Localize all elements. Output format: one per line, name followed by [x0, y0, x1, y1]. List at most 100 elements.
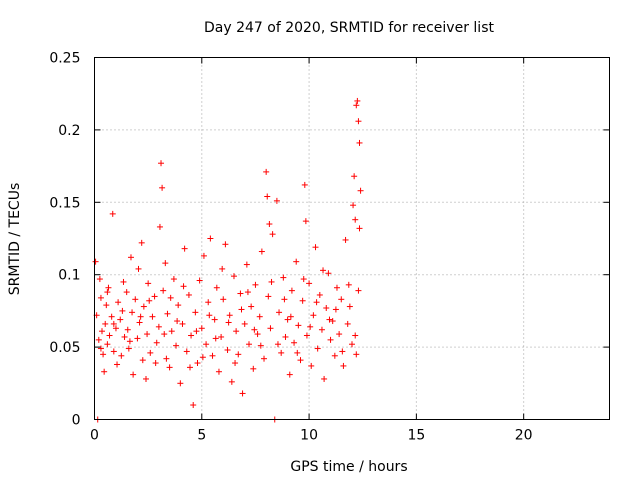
data-point	[199, 354, 206, 361]
data-point	[146, 297, 153, 304]
data-point	[101, 368, 108, 375]
data-point	[173, 342, 180, 349]
data-point	[108, 313, 115, 320]
data-point	[186, 364, 193, 371]
data-point	[194, 360, 201, 367]
data-point	[352, 216, 359, 223]
data-point	[226, 312, 233, 319]
data-point	[251, 326, 258, 333]
data-point	[228, 378, 235, 385]
data-point	[265, 293, 272, 300]
y-axis-label: SRMTID / TECUs	[7, 183, 23, 296]
data-point	[167, 294, 174, 301]
data-point	[222, 241, 229, 248]
data-point	[188, 332, 195, 339]
data-point	[356, 139, 363, 146]
y-tick-label: 0.1	[58, 268, 80, 284]
data-point	[136, 319, 143, 326]
data-point	[153, 339, 160, 346]
data-point	[196, 277, 203, 284]
data-point	[306, 280, 313, 287]
data-point	[120, 278, 127, 285]
data-point	[180, 283, 187, 290]
data-point	[132, 296, 139, 303]
y-tick-label: 0	[72, 413, 81, 429]
data-point	[159, 184, 166, 191]
data-point	[310, 312, 317, 319]
data-point	[329, 318, 336, 325]
data-point	[185, 291, 192, 298]
data-point	[350, 202, 357, 209]
data-point	[352, 332, 359, 339]
data-point	[99, 328, 106, 335]
data-point	[252, 281, 259, 288]
data-point	[268, 278, 275, 285]
data-point	[105, 284, 112, 291]
data-point	[134, 335, 141, 342]
data-point	[117, 316, 124, 323]
data-point	[238, 306, 245, 313]
data-point	[183, 348, 190, 355]
data-point	[291, 339, 298, 346]
data-point	[354, 97, 361, 104]
data-point	[344, 320, 351, 327]
data-point	[203, 341, 210, 348]
data-point	[147, 349, 154, 356]
data-point	[166, 364, 173, 371]
chart-title: Day 247 of 2020, SRMTID for receiver lis…	[204, 20, 494, 36]
data-point	[219, 265, 226, 272]
data-point	[294, 349, 301, 356]
data-point	[269, 231, 276, 238]
data-point	[284, 316, 291, 323]
data-point	[124, 326, 131, 333]
data-point	[307, 323, 314, 330]
data-point	[246, 341, 252, 348]
data-point	[215, 368, 222, 375]
data-point	[112, 325, 119, 332]
y-tick-label: 0.15	[49, 195, 80, 211]
y-tick-label: 0.25	[49, 51, 80, 67]
data-point	[118, 352, 125, 359]
data-point	[115, 299, 122, 306]
data-point	[345, 281, 352, 288]
data-point	[155, 323, 162, 330]
x-axis-label: GPS time / hours	[290, 459, 407, 475]
data-point	[353, 351, 360, 358]
data-point	[138, 239, 145, 246]
data-point	[340, 362, 347, 369]
data-point	[261, 355, 268, 362]
data-point	[213, 284, 220, 291]
data-point	[96, 276, 103, 283]
data-point	[198, 325, 205, 332]
data-point	[256, 313, 263, 320]
data-point	[356, 225, 363, 232]
data-point	[200, 252, 207, 259]
data-point	[342, 236, 349, 243]
data-point	[161, 331, 168, 338]
data-point	[257, 342, 264, 349]
x-tick-label: 10	[300, 428, 318, 444]
data-point	[278, 349, 285, 356]
x-tick-label: 5	[197, 428, 206, 444]
data-point	[177, 380, 184, 387]
data-point	[158, 160, 165, 167]
data-point	[207, 235, 214, 242]
data-point	[346, 303, 353, 310]
data-point	[321, 375, 328, 382]
data-point	[119, 307, 126, 314]
data-point	[297, 357, 304, 364]
data-point	[282, 333, 289, 340]
data-point	[339, 348, 346, 355]
data-point	[264, 193, 271, 200]
data-point	[355, 287, 362, 294]
tick-labels: 0 5 10 15 20 0 0.05 0.1 0.15 0.2 0.25	[49, 51, 532, 444]
data-point	[248, 303, 255, 310]
data-point	[110, 320, 117, 327]
data-point	[325, 270, 332, 277]
data-point	[97, 345, 104, 352]
data-point	[237, 290, 244, 297]
data-point	[333, 284, 340, 291]
data-point	[110, 348, 117, 355]
data-point	[209, 352, 216, 359]
data-point	[160, 287, 167, 294]
